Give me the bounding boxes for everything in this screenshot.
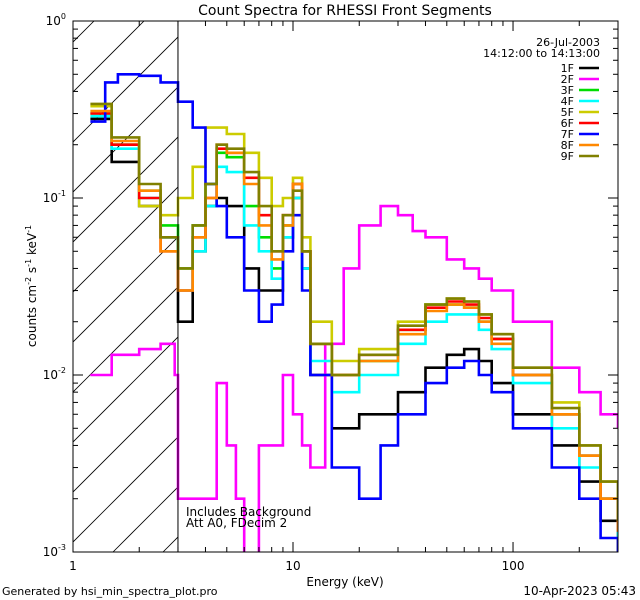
legend-label-2F: 2F [561, 73, 574, 86]
series-line-2F [90, 204, 618, 552]
axis-ticks: 1 10 100 10-3 10-2 10-1 100 [43, 12, 619, 573]
series-line-3F [90, 112, 618, 521]
y-tick-label: 10-3 [43, 543, 66, 559]
series-line-4F [90, 114, 618, 538]
chart-title: Count Spectra for RHESSI Front Segments [198, 3, 492, 19]
hatch-line [73, 36, 178, 143]
series-line-5F [90, 104, 618, 521]
legend-label-7F: 7F [561, 128, 574, 141]
hatch-line [73, 21, 145, 93]
hatch-line [73, 86, 178, 193]
legend-label-3F: 3F [561, 84, 574, 97]
hatch-line [73, 236, 178, 343]
legend-label-6F: 6F [561, 117, 574, 130]
excluded-energy-region [73, 21, 178, 552]
y-tick-label: 10-1 [43, 189, 66, 205]
y-tick-label: 100 [46, 12, 66, 28]
series-line-1F [90, 117, 618, 552]
x-tick-label: 10 [285, 559, 300, 573]
footer-generated-by: Generated by hsi_min_spectra_plot.pro [2, 585, 218, 598]
x-axis-label: Energy (keV) [306, 575, 383, 589]
legend-label-1F: 1F [561, 62, 574, 75]
annotation-background: Includes Background [186, 505, 311, 519]
plot-frame [72, 20, 619, 553]
legend-label-9F: 9F [561, 150, 574, 163]
legend-label-4F: 4F [561, 95, 574, 108]
hatch-line [73, 436, 178, 543]
hatch-line [73, 386, 178, 493]
series-line-9F [90, 102, 618, 521]
legend-label-8F: 8F [561, 139, 574, 152]
hatch-line [73, 186, 178, 293]
footer-timestamp: 10-Apr-2023 05:43 [523, 584, 636, 598]
annotation-attenuator: Att A0, FDecim 2 [186, 516, 287, 530]
observation-date: 26-Jul-2003 [536, 36, 600, 49]
series-lines [90, 73, 618, 552]
y-tick-label: 10-2 [43, 366, 66, 382]
hatch-line [73, 336, 178, 443]
y-axis-label: counts cm-2 s-1 keV-1 [24, 225, 39, 347]
legend-label-5F: 5F [561, 106, 574, 119]
x-tick-label: 1 [69, 559, 77, 573]
observation-time-range: 14:12:00 to 14:13:00 [483, 47, 600, 60]
x-tick-label: 100 [502, 559, 525, 573]
